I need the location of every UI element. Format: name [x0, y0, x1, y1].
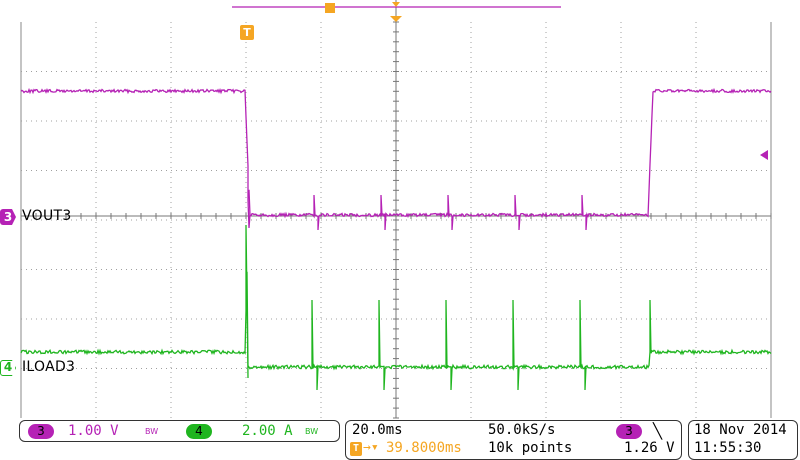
trigger-position-marker[interactable]: T — [240, 25, 254, 40]
time-per-division: 20.0ms — [352, 422, 403, 438]
channel-scale-panel[interactable]: 3 1.00 V BW 4 2.00 A BW — [19, 420, 340, 442]
date-display: 18 Nov 2014 — [694, 422, 787, 438]
trigger-delay-arrow-icon: →▾ — [363, 440, 379, 455]
trigger-level-marker-icon — [760, 150, 768, 160]
trigger-delay-icon: T — [350, 442, 362, 456]
datetime-panel: 18 Nov 2014 11:55:30 — [688, 420, 798, 460]
ch4-scale-value: 2.00 A — [242, 423, 293, 439]
ch4-ground-marker[interactable]: 4 — [0, 360, 16, 376]
ch3-name-label: VOUT3 — [22, 208, 72, 224]
time-display: 11:55:30 — [694, 440, 762, 456]
trigger-source-badge[interactable]: 3 — [616, 424, 642, 439]
trigger-delay-value: 39.8000ms — [386, 440, 462, 456]
iload3-waveform — [20, 224, 772, 391]
ch3-scale-value: 1.00 V — [68, 423, 119, 439]
ch4-scale-badge[interactable]: 4 — [186, 424, 212, 439]
sample-rate: 50.0kS/s — [488, 422, 556, 438]
trigger-level: 1.26 V — [624, 440, 675, 456]
ch3-ground-marker[interactable]: 3 — [0, 209, 16, 225]
ch3-scale-badge[interactable]: 3 — [28, 424, 54, 439]
vout3-waveform — [20, 87, 772, 231]
timebase-trigger-panel[interactable]: 20.0ms 50.0kS/s 3 ╲ T →▾ 39.8000ms 10k p… — [345, 420, 682, 460]
record-trigger-pointer-icon — [392, 2, 400, 7]
record-view-window — [325, 3, 335, 13]
ch4-name-label: ILOAD3 — [22, 359, 76, 375]
expansion-point-icon — [390, 16, 402, 22]
ch3-bandwidth-limit-icon: BW — [145, 427, 159, 436]
waveform-plot — [20, 0, 772, 419]
ch4-bandwidth-limit-icon: BW — [305, 427, 319, 436]
falling-edge-icon: ╲ — [653, 422, 663, 440]
record-length: 10k points — [488, 440, 573, 456]
